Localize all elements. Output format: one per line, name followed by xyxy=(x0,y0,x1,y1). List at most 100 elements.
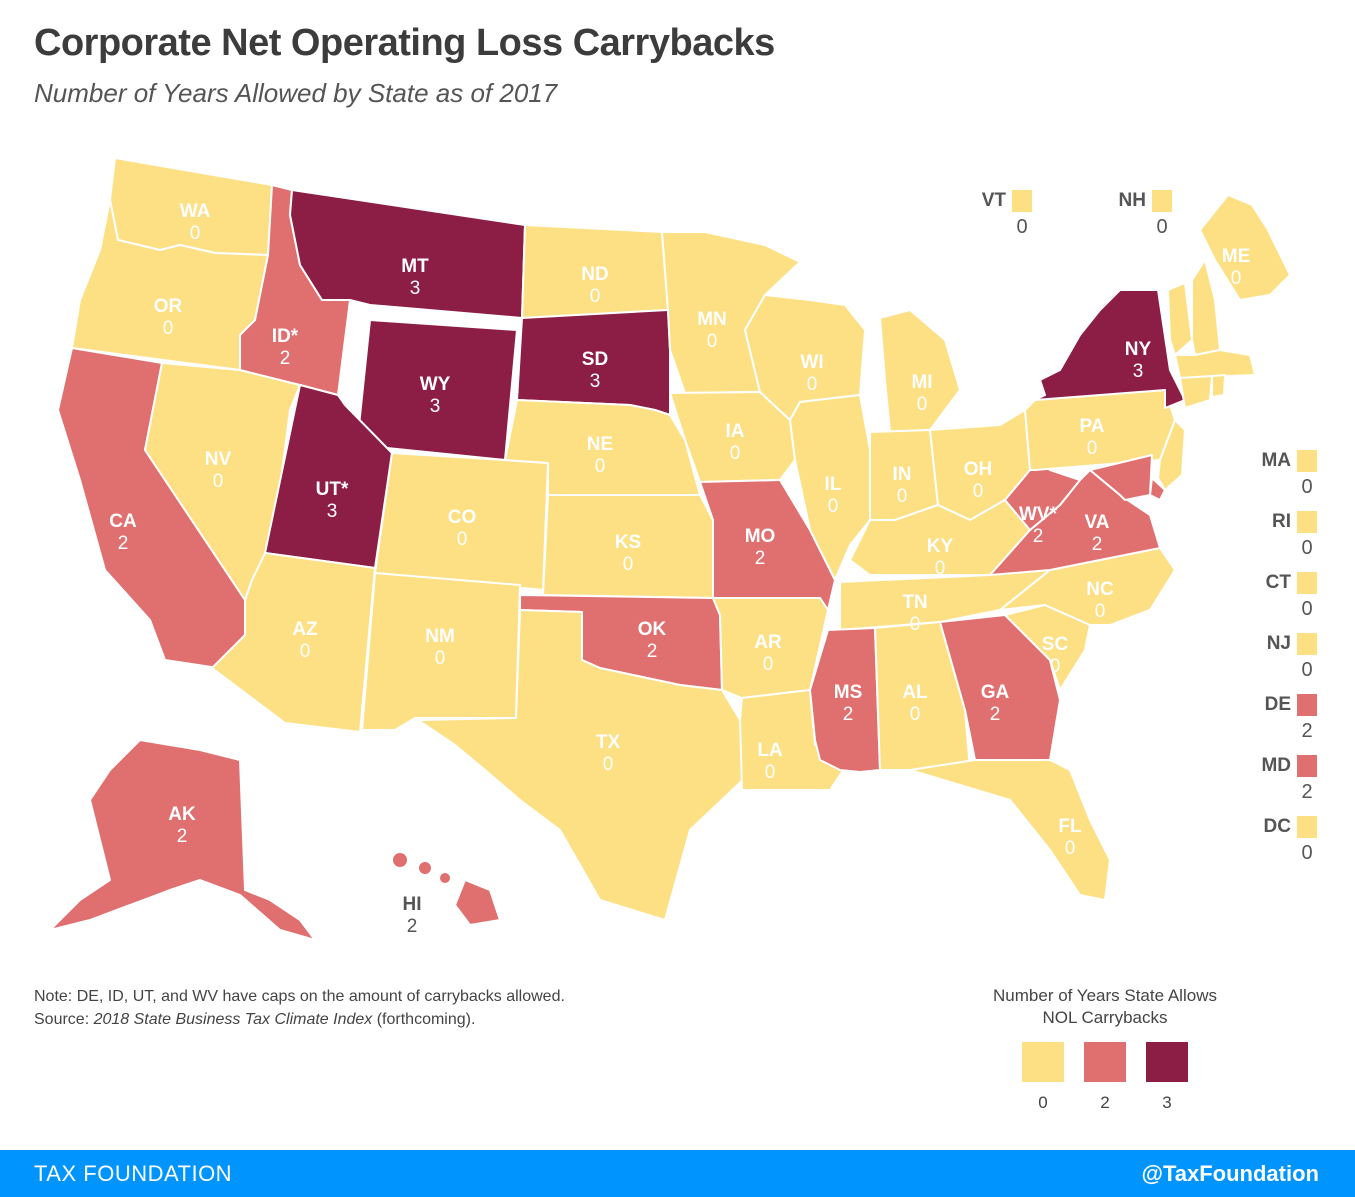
state-nh xyxy=(1191,259,1221,356)
small-state-vt: VT 0 xyxy=(960,190,1050,250)
state-label-wi: WI xyxy=(800,352,823,373)
small-state-ct: CT 0 xyxy=(1245,572,1335,632)
source-line: Source: 2018 State Business Tax Climate … xyxy=(34,1008,565,1031)
legend-title-line2: NOL Carrybacks xyxy=(1042,1008,1168,1027)
legend-swatch-2 xyxy=(1084,1042,1126,1082)
state-value-tx: 0 xyxy=(603,754,614,775)
small-state-dc: DC 0 xyxy=(1245,816,1335,876)
state-value-ga: 2 xyxy=(990,704,1001,725)
state-value-al: 0 xyxy=(910,704,921,725)
state-value-ut: 3 xyxy=(327,501,338,522)
footer-handle: @TaxFoundation xyxy=(1141,1161,1319,1186)
state-ma xyxy=(1174,349,1256,379)
small-state-swatch xyxy=(1297,633,1317,655)
state-label-mo: MO xyxy=(745,526,776,547)
state-value-ny: 3 xyxy=(1133,361,1144,382)
legend-title: Number of Years State Allows NOL Carryba… xyxy=(960,985,1250,1029)
state-value-nv: 0 xyxy=(213,471,224,492)
state-nm xyxy=(361,572,521,731)
state-value-sd: 3 xyxy=(590,371,601,392)
small-state-abbr: CT xyxy=(1265,572,1291,593)
chart-title: Corporate Net Operating Loss Carrybacks xyxy=(34,22,775,64)
small-state-value: 0 xyxy=(1301,476,1313,498)
legend-label-0: 0 xyxy=(1038,1093,1048,1112)
state-label-ny: NY xyxy=(1125,339,1152,360)
state-hi-island xyxy=(438,871,452,885)
state-value-ar: 0 xyxy=(763,654,774,675)
state-label-sd: SD xyxy=(582,349,608,370)
state-label-la: LA xyxy=(757,740,783,761)
small-state-swatch xyxy=(1012,190,1032,212)
state-label-in: IN xyxy=(893,464,912,485)
state-label-fl: FL xyxy=(1058,816,1082,837)
state-label-oh: OH xyxy=(964,459,993,480)
chart-subtitle: Number of Years Allowed by State as of 2… xyxy=(34,78,558,108)
state-value-ia: 0 xyxy=(730,443,741,464)
state-label-wa: WA xyxy=(180,201,211,222)
state-ri xyxy=(1211,374,1226,398)
state-value-mn: 0 xyxy=(707,331,718,352)
legend-title-line1: Number of Years State Allows xyxy=(993,986,1217,1005)
source-title: 2018 State Business Tax Climate Index xyxy=(93,1011,373,1028)
state-label-ne: NE xyxy=(587,434,613,455)
small-state-abbr: MA xyxy=(1261,450,1291,471)
state-label-ky: KY xyxy=(927,536,954,557)
us-map: WA0OR0CA2NV0ID*2MT3WY3UT*3AZ0CO0NM0ND0SD… xyxy=(49,157,1291,941)
small-state-abbr: NH xyxy=(1118,190,1146,211)
footer-bar: TAX FOUNDATION @TaxFoundation xyxy=(0,1150,1355,1197)
state-value-ca: 2 xyxy=(118,533,129,554)
state-ny xyxy=(1034,289,1186,409)
state-label-tn: TN xyxy=(902,592,927,613)
state-value-ks: 0 xyxy=(623,554,634,575)
legend-label-3: 3 xyxy=(1162,1093,1172,1112)
state-value-me: 0 xyxy=(1231,268,1242,289)
small-state-nh: NH 0 xyxy=(1100,190,1190,250)
small-state-ri: RI 0 xyxy=(1245,511,1335,571)
state-value-wa: 0 xyxy=(190,223,201,244)
state-label-ar: AR xyxy=(754,632,782,653)
small-state-value: 0 xyxy=(1301,598,1313,620)
state-value-nc: 0 xyxy=(1095,601,1106,622)
state-vt xyxy=(1167,282,1193,356)
state-label-ks: KS xyxy=(615,532,641,553)
small-state-swatch xyxy=(1297,816,1317,838)
state-label-nv: NV xyxy=(205,449,232,470)
small-state-abbr: RI xyxy=(1272,511,1291,532)
state-il xyxy=(789,394,871,581)
state-value-il: 0 xyxy=(828,496,839,517)
small-state-value: 2 xyxy=(1301,781,1313,803)
state-value-ky: 0 xyxy=(935,558,946,579)
small-state-abbr: DE xyxy=(1264,694,1291,715)
state-value-la: 0 xyxy=(765,762,776,783)
state-value-wi: 0 xyxy=(807,374,818,395)
state-label-wy: WY xyxy=(420,374,451,395)
state-value-mt: 3 xyxy=(410,278,421,299)
state-value-wv: 2 xyxy=(1033,526,1044,547)
state-value-ak: 2 xyxy=(177,826,188,847)
state-value-mi: 0 xyxy=(917,394,928,415)
state-label-il: IL xyxy=(825,474,842,495)
legend-label-2: 2 xyxy=(1100,1093,1110,1112)
small-state-abbr: MD xyxy=(1261,755,1291,776)
note-text: Note: DE, ID, UT, and WV have caps on th… xyxy=(34,988,565,1005)
state-value-ok: 2 xyxy=(647,641,658,662)
state-value-az: 0 xyxy=(300,641,311,662)
state-label-ms: MS xyxy=(834,682,863,703)
small-state-swatch xyxy=(1152,190,1172,212)
state-label-va: VA xyxy=(1085,512,1110,533)
state-value-sc: 0 xyxy=(1050,656,1061,677)
small-state-value: 2 xyxy=(1301,720,1313,742)
state-label-sc: SC xyxy=(1042,634,1069,655)
state-ne xyxy=(504,399,701,496)
state-label-ia: IA xyxy=(726,421,745,442)
state-label-ut: UT* xyxy=(316,479,349,500)
state-label-or: OR xyxy=(154,296,183,317)
footer-brand: TAX FOUNDATION xyxy=(34,1161,233,1186)
state-label-wv: WV* xyxy=(1019,504,1058,525)
state-value-co: 0 xyxy=(457,529,468,550)
state-label-mn: MN xyxy=(697,309,727,330)
source-suffix: (forthcoming). xyxy=(372,1011,476,1028)
state-fl xyxy=(909,759,1111,901)
state-md xyxy=(1089,454,1153,501)
state-value-ne: 0 xyxy=(595,456,606,477)
